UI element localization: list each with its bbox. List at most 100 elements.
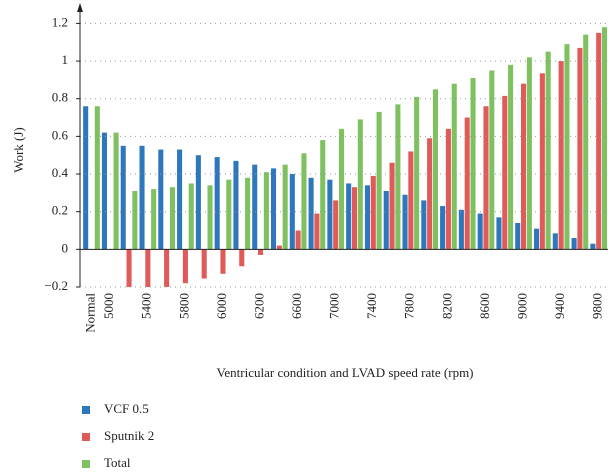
bar: [207, 185, 213, 250]
bar: [301, 153, 307, 250]
y-tick-label: −0.2: [44, 278, 68, 293]
bar: [408, 151, 414, 250]
bar: [489, 70, 495, 250]
bar: [590, 243, 596, 250]
bar: [370, 175, 376, 250]
bar: [132, 190, 138, 250]
x-tick-label: 8600: [477, 293, 492, 319]
bar: [470, 78, 476, 250]
bar: [239, 249, 245, 267]
y-tick-label: 1.2: [52, 14, 68, 29]
bar: [526, 57, 532, 250]
bar: [151, 189, 157, 250]
y-axis-label: Work (J): [11, 127, 26, 173]
bar: [496, 217, 502, 250]
bar: [126, 249, 132, 287]
legend-swatch: [82, 406, 90, 414]
bar: [145, 249, 151, 287]
bar: [596, 32, 602, 250]
bar: [338, 128, 345, 250]
legend-label: Sputnik 2: [104, 428, 154, 443]
bar: [583, 34, 589, 250]
bar: [558, 61, 564, 250]
bar: [432, 89, 438, 250]
bar: [502, 95, 508, 250]
y-tick-label: 0: [62, 240, 69, 255]
bar: [376, 111, 382, 250]
bar: [270, 168, 277, 250]
bar: [477, 213, 483, 250]
y-tick-label: 1: [62, 52, 69, 67]
bar: [395, 104, 401, 250]
legend-label: Total: [104, 455, 131, 470]
bar: [515, 222, 521, 250]
bar: [320, 140, 326, 250]
bar: [158, 149, 164, 250]
bar: [464, 117, 470, 250]
bar: [245, 177, 251, 250]
bar: [195, 155, 201, 250]
bar: [113, 132, 119, 250]
bar: [552, 233, 558, 250]
bar: [483, 106, 489, 250]
bar: [182, 249, 188, 284]
x-tick-label: 6000: [214, 293, 229, 319]
bar: [414, 96, 420, 250]
bar: [177, 149, 183, 250]
y-tick-label: 0.4: [52, 165, 69, 180]
bar: [571, 238, 577, 250]
bar: [214, 157, 220, 250]
bar: [188, 183, 194, 250]
bar: [564, 44, 570, 250]
x-tick-label: 5000: [101, 293, 116, 319]
x-tick-label: Normal: [82, 293, 97, 333]
y-tick-label: 0.8: [52, 90, 68, 105]
x-tick-label: 9400: [552, 293, 567, 319]
bar: [201, 249, 207, 279]
bar: [83, 106, 89, 250]
bar: [169, 187, 175, 250]
bar: [383, 190, 389, 250]
x-tick-label: 9000: [514, 293, 529, 319]
bar: [233, 160, 239, 250]
bar: [120, 145, 126, 250]
x-tick-label: 5800: [176, 293, 191, 319]
bar: [333, 200, 339, 250]
bar: [521, 83, 527, 250]
bar: [445, 128, 451, 250]
bar: [364, 185, 370, 250]
legend-swatch: [82, 460, 90, 468]
x-tick-label: 6200: [251, 293, 266, 319]
bar: [539, 73, 545, 250]
bar: [389, 162, 395, 250]
x-tick-label: 7400: [364, 293, 379, 319]
bar: [139, 145, 145, 250]
bar: [220, 249, 226, 274]
bar: [351, 187, 358, 250]
bar: [346, 183, 352, 250]
x-tick-label: 5400: [139, 293, 154, 319]
bar: [94, 106, 100, 250]
bar: [276, 245, 282, 250]
bar: [289, 174, 295, 250]
bar: [308, 177, 314, 250]
bar: [601, 27, 608, 250]
x-tick-label: 6600: [289, 293, 304, 319]
legend-swatch: [82, 433, 90, 441]
y-tick-label: 0.2: [52, 203, 68, 218]
bar: [451, 83, 457, 250]
bar: [545, 51, 551, 250]
bar: [282, 164, 288, 250]
bar: [295, 230, 301, 250]
bar: [402, 194, 408, 250]
bars: [83, 27, 608, 287]
bar: [427, 138, 433, 250]
bar: [577, 47, 583, 250]
bar: [164, 249, 170, 287]
bar: [357, 119, 363, 250]
bar: [252, 164, 258, 250]
bar: [508, 64, 514, 250]
bar: [458, 209, 464, 250]
y-tick-label: 0.6: [52, 127, 69, 142]
